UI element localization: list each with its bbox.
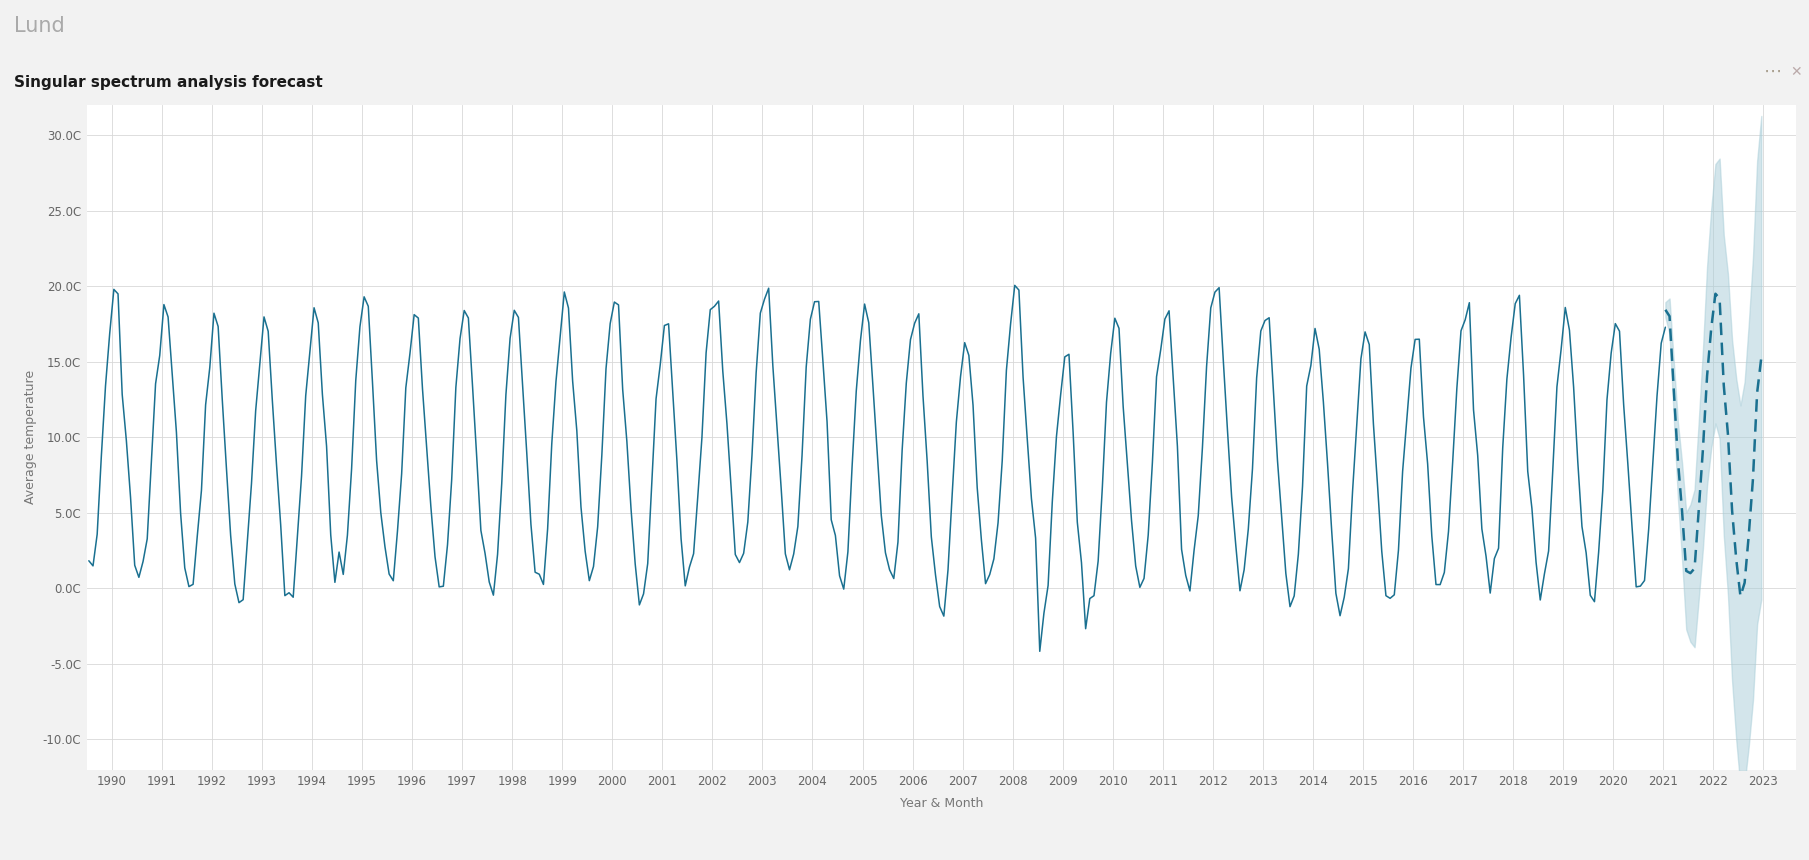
Text: Singular spectrum analysis forecast: Singular spectrum analysis forecast	[14, 75, 324, 90]
Text: ✕: ✕	[1791, 65, 1802, 79]
Text: ⋯: ⋯	[1764, 64, 1782, 81]
X-axis label: Year & Month: Year & Month	[899, 796, 984, 809]
Text: Lund: Lund	[14, 16, 65, 36]
Y-axis label: Average temperature: Average temperature	[24, 371, 38, 504]
